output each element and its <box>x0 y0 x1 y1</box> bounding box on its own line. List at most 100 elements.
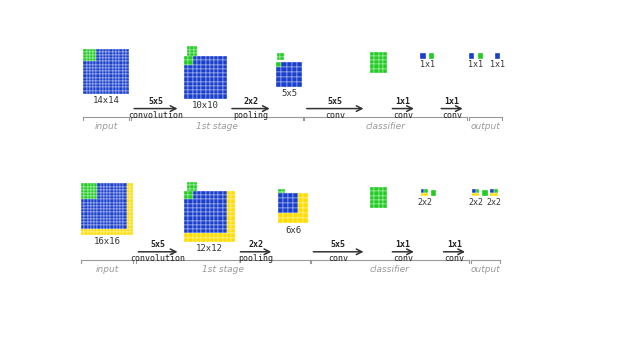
Bar <box>88 222 91 225</box>
Bar <box>188 77 193 82</box>
Bar <box>88 213 91 216</box>
Bar <box>288 203 293 208</box>
Bar <box>281 82 287 86</box>
Bar <box>210 86 214 90</box>
Bar <box>120 196 124 199</box>
Bar <box>94 203 98 206</box>
Bar <box>375 191 379 196</box>
Bar <box>104 219 107 222</box>
Bar <box>126 58 129 61</box>
Bar <box>218 60 222 65</box>
Bar <box>94 232 98 235</box>
Bar <box>193 53 197 56</box>
Bar <box>85 190 88 193</box>
Bar <box>93 61 96 65</box>
Bar <box>112 48 116 52</box>
Bar <box>188 94 193 98</box>
Bar <box>126 87 129 91</box>
Bar <box>298 213 303 218</box>
Bar <box>130 199 133 203</box>
Bar <box>201 191 206 195</box>
Bar <box>94 206 98 209</box>
Bar <box>93 81 96 84</box>
Bar <box>88 190 91 193</box>
Bar <box>218 191 222 195</box>
Bar <box>94 190 98 193</box>
Bar <box>187 189 190 192</box>
Bar <box>184 94 188 98</box>
Bar <box>109 78 112 81</box>
Bar <box>106 61 109 65</box>
Bar <box>112 61 116 65</box>
Bar <box>379 52 383 56</box>
Bar <box>112 58 116 61</box>
Bar <box>91 199 94 203</box>
Bar <box>103 61 106 65</box>
Bar <box>193 94 197 98</box>
Bar <box>206 199 210 204</box>
Bar <box>106 58 109 61</box>
Bar <box>81 213 85 216</box>
Bar <box>218 221 222 225</box>
Bar <box>490 192 494 196</box>
Bar <box>184 69 188 73</box>
Bar <box>206 90 210 94</box>
Bar <box>124 222 127 225</box>
Bar <box>101 199 104 203</box>
Bar <box>83 81 87 84</box>
Text: classifier: classifier <box>370 265 410 274</box>
Bar <box>193 199 197 204</box>
Bar <box>99 81 103 84</box>
Bar <box>91 232 94 235</box>
Bar <box>126 48 129 52</box>
Bar <box>222 90 227 94</box>
Bar <box>206 225 210 229</box>
Bar <box>81 209 85 213</box>
Bar <box>231 199 235 204</box>
Bar <box>83 61 87 65</box>
Bar <box>111 206 114 209</box>
Bar <box>201 82 206 86</box>
Bar <box>119 78 122 81</box>
Bar <box>476 189 480 192</box>
Bar <box>190 46 193 50</box>
Bar <box>120 193 124 196</box>
Bar <box>98 199 101 203</box>
Bar <box>292 77 297 82</box>
Bar <box>476 192 480 196</box>
Bar <box>94 213 98 216</box>
Bar <box>218 238 222 242</box>
Bar <box>91 216 94 219</box>
Bar <box>91 209 94 213</box>
Bar <box>281 53 284 56</box>
Bar <box>227 191 231 195</box>
Bar <box>91 222 94 225</box>
Bar <box>109 65 112 68</box>
Bar <box>210 191 214 195</box>
Bar <box>99 68 103 71</box>
Bar <box>197 56 201 60</box>
Bar <box>111 190 114 193</box>
Bar <box>383 56 387 60</box>
Bar <box>107 196 111 199</box>
Bar <box>184 208 188 212</box>
Text: 1x1: 1x1 <box>420 60 434 69</box>
Bar <box>193 195 197 199</box>
Bar <box>218 77 222 82</box>
Bar <box>124 183 127 186</box>
Bar <box>111 186 114 190</box>
Bar <box>90 65 93 68</box>
Bar <box>184 216 188 221</box>
Bar <box>214 216 218 221</box>
Text: input: input <box>96 265 119 274</box>
Bar <box>96 78 99 81</box>
Bar <box>104 203 107 206</box>
Bar <box>120 186 124 190</box>
Bar <box>206 195 210 199</box>
Bar <box>87 48 90 52</box>
Bar <box>283 193 288 198</box>
Bar <box>104 183 107 186</box>
Bar <box>109 91 112 94</box>
Bar <box>281 67 287 72</box>
Bar <box>122 55 126 58</box>
